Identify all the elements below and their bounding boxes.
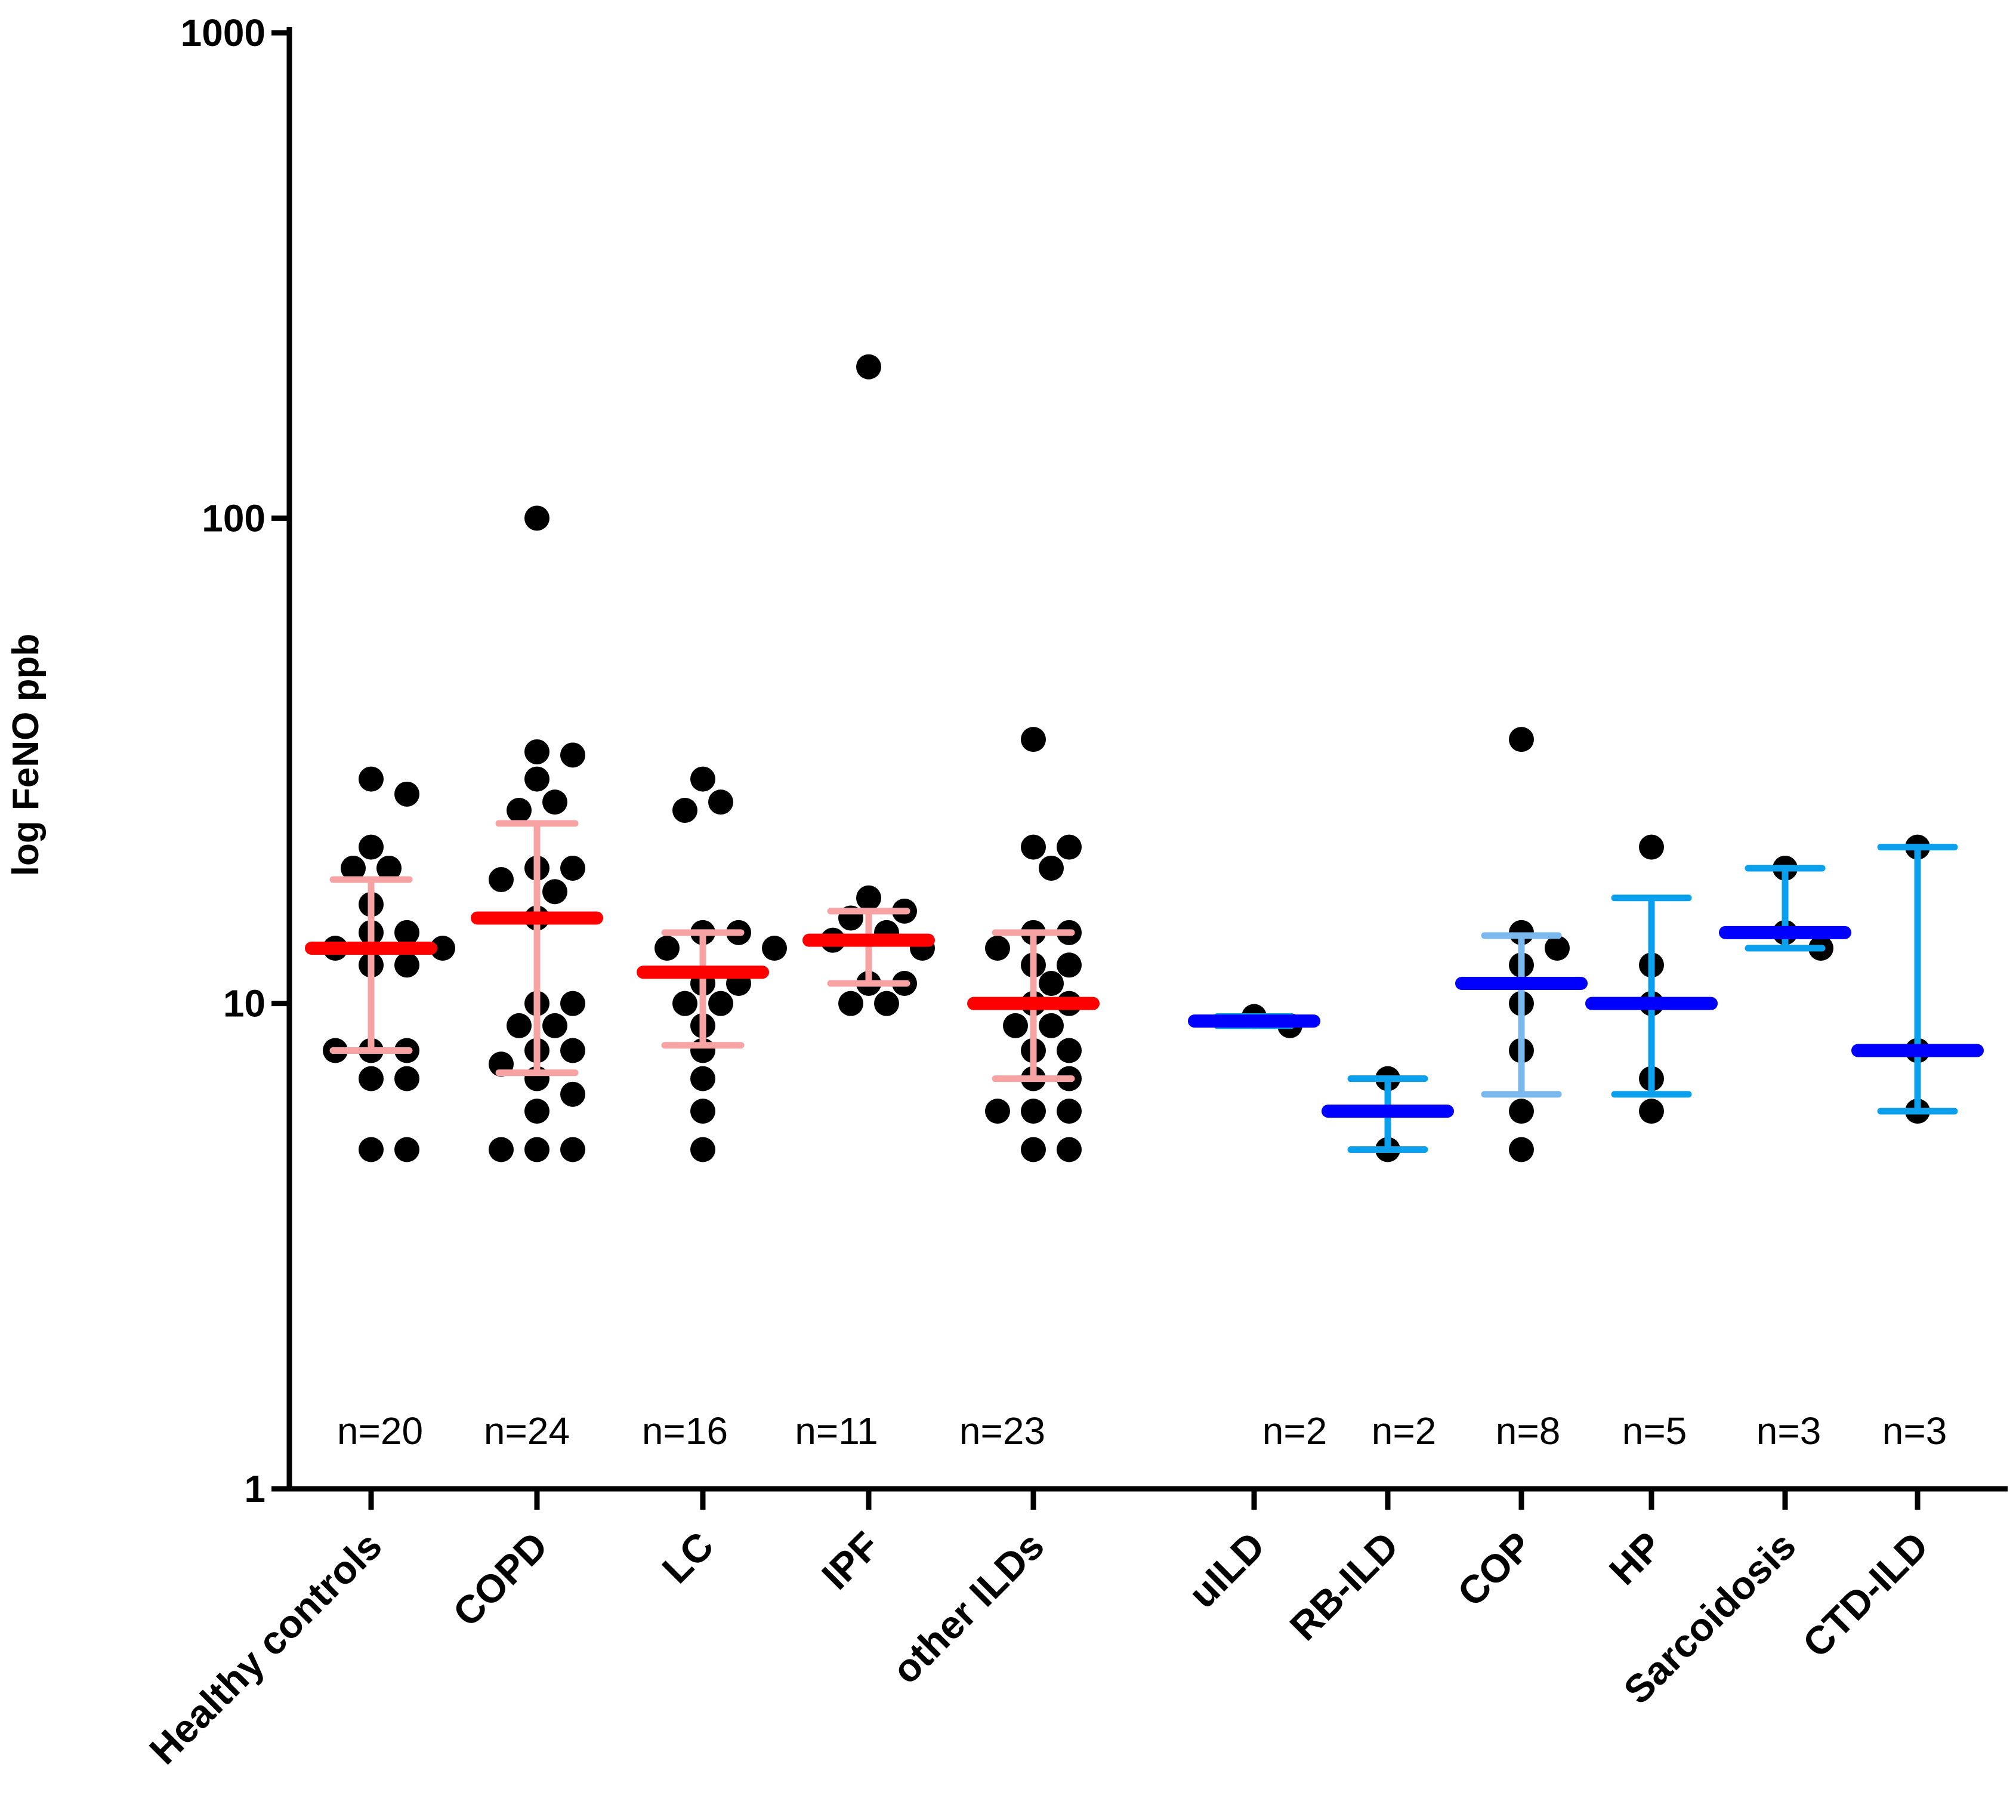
data-point — [1021, 834, 1046, 860]
data-point — [1639, 834, 1664, 860]
sample-size-label: n=11 — [795, 1409, 878, 1452]
data-point — [838, 991, 863, 1016]
y-tick-label: 1 — [244, 1467, 265, 1510]
x-tick-label: HP — [1601, 1523, 1671, 1593]
data-point — [507, 1013, 532, 1038]
data-point — [394, 781, 419, 807]
data-point — [1057, 952, 1082, 978]
data-point — [394, 1066, 419, 1091]
data-point — [1003, 1013, 1028, 1038]
data-point — [762, 935, 787, 961]
data-point — [524, 739, 549, 764]
data-point — [708, 789, 733, 815]
data-point — [489, 1137, 514, 1162]
data-point — [542, 1013, 567, 1038]
x-tick-label: Healthy controls — [141, 1523, 390, 1773]
data-point — [341, 855, 366, 881]
data-point — [359, 766, 384, 792]
data-point — [856, 354, 881, 380]
data-point — [524, 766, 549, 792]
data-point — [708, 991, 733, 1016]
data-point — [542, 789, 567, 815]
x-tick-label: IPF — [813, 1523, 888, 1598]
plot-area: n=20 n=24 n=16 n=11 n=23 n=2 n=2 n=8 n=5 n=3 n=3 — [305, 354, 1984, 1452]
data-point — [1057, 1038, 1082, 1063]
x-tick-label: CTD-ILD — [1794, 1523, 1937, 1666]
data-point — [1021, 1137, 1046, 1162]
data-point — [542, 879, 567, 905]
data-point — [359, 1137, 384, 1162]
y-tick-label: 100 — [202, 496, 265, 539]
sample-size-label: n=8 — [1496, 1409, 1561, 1452]
data-point — [654, 935, 680, 961]
x-tick-label: LC — [653, 1523, 722, 1592]
sample-size-label: n=5 — [1622, 1409, 1687, 1452]
y-ticks: 1 10 100 1000 — [181, 11, 289, 1510]
data-point — [560, 742, 585, 768]
data-point — [1057, 834, 1082, 860]
data-point — [524, 1137, 549, 1162]
x-tick-label: COP — [1449, 1523, 1540, 1615]
x-tick-label: COPD — [444, 1523, 556, 1635]
data-point — [690, 766, 715, 792]
data-point — [489, 867, 514, 893]
data-point — [394, 920, 419, 945]
data-point — [1057, 1099, 1082, 1124]
data-point — [690, 1099, 715, 1124]
data-point — [394, 952, 419, 978]
data-point — [507, 798, 532, 823]
data-point — [1509, 727, 1534, 752]
y-tick-label: 10 — [223, 982, 265, 1025]
sample-size-label: n=3 — [1756, 1409, 1821, 1452]
y-axis: 1 10 100 1000 log FeNO ppb — [5, 11, 292, 1510]
data-point — [359, 834, 384, 860]
data-point — [560, 991, 585, 1016]
data-point — [430, 935, 455, 961]
data-point — [1039, 1013, 1064, 1038]
data-point — [524, 505, 549, 531]
data-point — [359, 1066, 384, 1091]
sample-size-label: n=24 — [484, 1409, 570, 1452]
sample-size-label: n=16 — [642, 1409, 728, 1452]
data-point — [690, 1066, 715, 1091]
data-point — [672, 798, 697, 823]
data-point — [1509, 1099, 1534, 1124]
x-tick-label: RB-ILD — [1281, 1523, 1406, 1649]
x-tick-label: other ILDs — [884, 1523, 1052, 1692]
sample-size-label: n=3 — [1882, 1409, 1947, 1452]
data-point — [690, 1137, 715, 1162]
data-point — [1639, 1099, 1664, 1124]
data-point — [1057, 1137, 1082, 1162]
x-tick-label: uILD — [1180, 1523, 1273, 1617]
data-point — [1509, 1137, 1534, 1162]
data-point — [1039, 971, 1064, 997]
data-point — [560, 1081, 585, 1107]
data-point — [524, 1099, 549, 1124]
data-point — [1545, 935, 1570, 961]
data-point — [856, 885, 881, 911]
data-point — [560, 1038, 585, 1063]
data-point — [560, 855, 585, 881]
data-point — [874, 991, 899, 1016]
data-point — [376, 855, 402, 881]
data-point — [560, 1137, 585, 1162]
sample-size-label: n=2 — [1372, 1409, 1437, 1452]
data-point — [672, 991, 697, 1016]
y-axis-title: log FeNO ppb — [5, 634, 47, 876]
data-point — [985, 935, 1010, 961]
sample-size-label: n=23 — [959, 1409, 1045, 1452]
y-tick-label: 1000 — [181, 11, 265, 54]
data-point — [1039, 855, 1064, 881]
data-point — [1021, 727, 1046, 752]
sample-size-label: n=20 — [337, 1409, 423, 1452]
data-point — [1021, 1099, 1046, 1124]
sample-size-label: n=2 — [1262, 1409, 1327, 1452]
data-point — [394, 1137, 419, 1162]
data-point — [985, 1099, 1010, 1124]
